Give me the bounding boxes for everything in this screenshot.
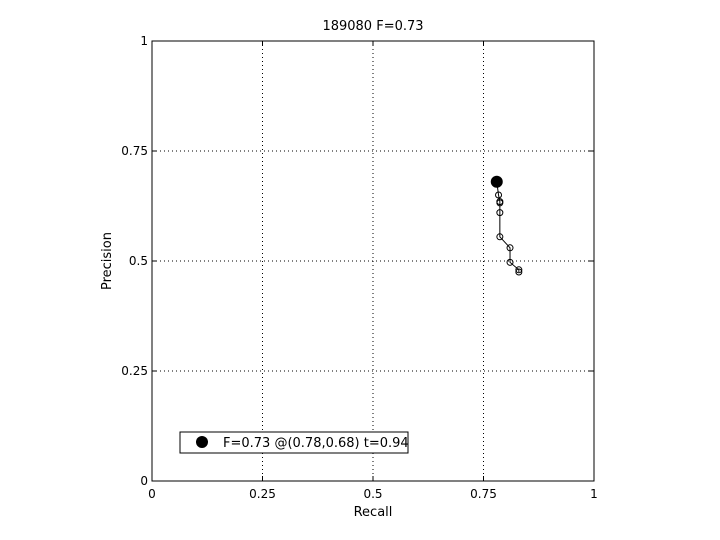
x-tick-label: 1	[590, 487, 598, 501]
legend: F=0.73 @(0.78,0.68) t=0.94	[179, 431, 409, 454]
data-point	[506, 244, 514, 252]
y-tick-label: 1	[140, 34, 148, 48]
best-f-point	[490, 175, 503, 188]
y-tick-label: 0.5	[129, 254, 148, 268]
legend-entry: F=0.73 @(0.78,0.68) t=0.94	[223, 436, 409, 451]
data-point	[506, 258, 514, 266]
y-tick-label: 0	[140, 474, 148, 488]
data-point	[496, 199, 504, 207]
x-axis-label: Recall	[354, 505, 393, 520]
x-tick-label: 0	[148, 487, 156, 501]
grid-lines	[152, 41, 594, 481]
x-tick-label: 0.75	[470, 487, 497, 501]
data-point	[495, 191, 503, 199]
data-point	[515, 266, 523, 274]
x-tick-label: 0.25	[249, 487, 276, 501]
y-tick-label: 0.75	[121, 144, 148, 158]
legend-box	[179, 431, 409, 454]
series-line	[496, 181, 520, 272]
axis-ticks: 0 0.25 0.5 0.75 1 0 0.25 0.5 0.75 1	[121, 34, 598, 501]
series-layer	[490, 175, 523, 276]
chart-title: 189080 F=0.73	[322, 19, 423, 34]
legend-marker	[196, 436, 208, 448]
data-point	[515, 268, 523, 276]
data-point	[496, 233, 504, 241]
data-point	[496, 209, 504, 217]
y-axis-label: Precision	[100, 232, 115, 290]
x-tick-label: 0.5	[363, 487, 382, 501]
y-tick-label: 0.25	[121, 364, 148, 378]
